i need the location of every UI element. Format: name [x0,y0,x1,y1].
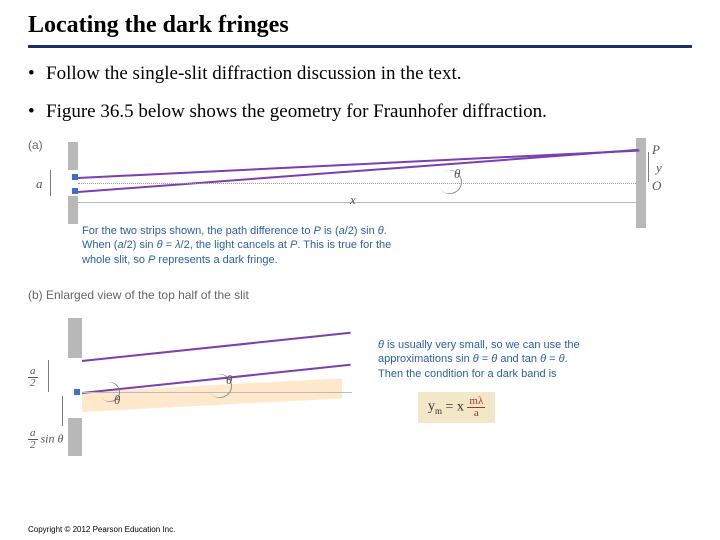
formula-ym: ym [428,399,442,414]
slide-title: Locating the dark fringes [28,12,692,48]
fig-b-center-marker [74,389,80,395]
fig-b-ray-1 [82,331,351,361]
bullet-1: Follow the single-slit diffraction discu… [28,62,692,86]
fig-a-dim-y: y [656,160,662,176]
fig-b-caption: θ is usually very small, so we can use t… [378,338,658,383]
fig-a-caption-2: When (a/2) sin θ = λ/2, the light cancel… [82,238,391,253]
fig-b-caption-3: Then the condition for a dark band is [378,367,658,382]
fig-a-caption-1: For the two strips shown, the path diffe… [82,224,391,239]
fig-b-dim-a2: a2 [28,366,38,389]
fig-b-wall-top [68,318,82,358]
fig-b-caption-2: approximations sin θ = θ and tan θ = θ. [378,352,658,367]
fig-a-dim-x: x [350,192,356,208]
fig-a-wall-bottom [68,196,78,224]
fig-b-caption-1: θ is usually very small, so we can use t… [378,338,658,353]
copyright: Copyright © 2012 Pearson Education Inc. [28,525,175,534]
fig-a-dim-y-line [648,152,649,182]
bullet-2: Figure 36.5 below shows the geometry for… [28,100,692,124]
fig-a-caption: For the two strips shown, the path diffe… [82,224,391,269]
fig-b-pathdiff: a2 sin θ [28,428,63,451]
fig-b-wall-bottom [68,418,82,456]
fig-a-P: P [652,142,660,158]
fig-a-wall-top [68,142,78,170]
fig-b-label: (b) Enlarged view of the top half of the… [28,288,249,302]
fig-b-formula: ym = x mλ a [418,392,495,423]
fig-a-caption-3: whole slit, so P represents a dark fring… [82,253,391,268]
fig-a-ray-2 [78,148,639,192]
formula-num: mλ [469,395,483,407]
formula-den: a [474,407,479,419]
fig-a-dim-a-line [50,170,51,196]
fig-a-arc [434,165,467,198]
fig-b-theta-1: θ [114,392,120,408]
fig-b-theta-2: θ [226,372,232,388]
fig-b-pathdiff-line [62,396,63,426]
fig-a-baseline [78,183,636,184]
fig-a-dim-a: a [36,176,43,192]
figure-area: (a) a θ P O y x For the two strips shown… [28,138,688,478]
fig-b-dim-a2-line [48,360,49,392]
fig-a-O: O [652,178,661,194]
fig-a-label: (a) [28,138,43,152]
fig-a-dim-x-line [78,202,636,203]
formula-eq: = x [446,399,468,414]
fig-a-ray-1 [78,149,639,178]
